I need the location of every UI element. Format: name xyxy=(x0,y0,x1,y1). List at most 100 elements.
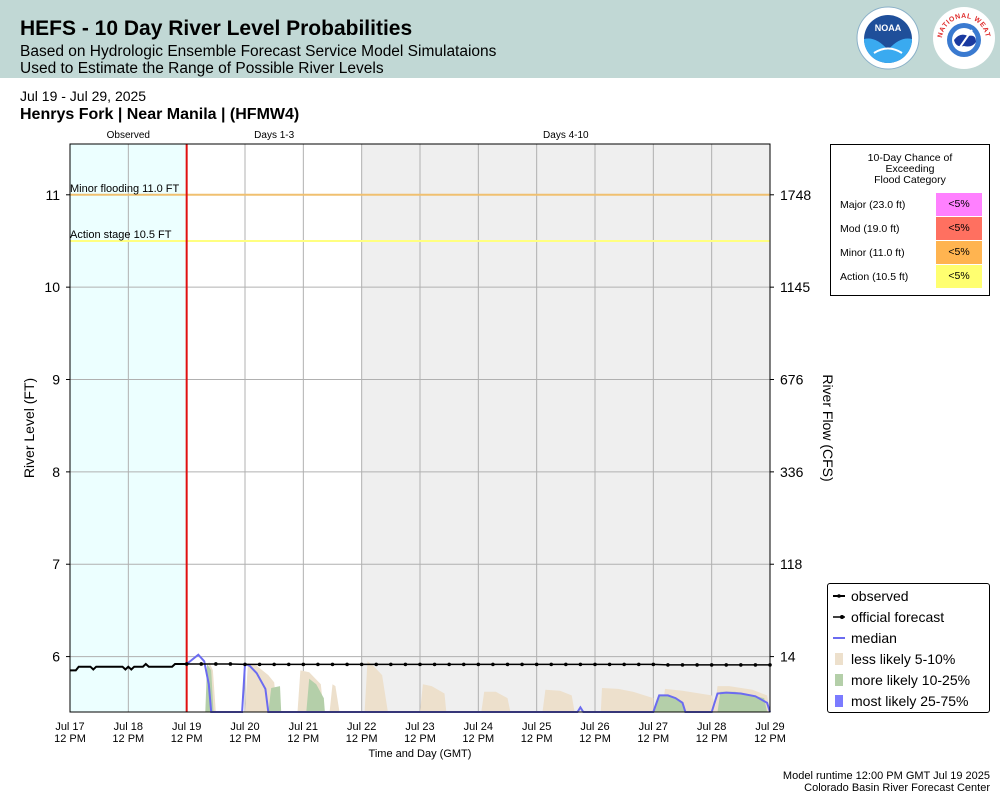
forecast-point xyxy=(374,662,379,667)
forecast-point xyxy=(316,662,320,667)
x-tick-label-line: 12 PM xyxy=(579,733,611,745)
flood-row-action: Action (10.5 ft) <5% xyxy=(831,265,989,289)
period-label: Days 4-10 xyxy=(543,130,589,141)
forecast-point xyxy=(534,662,539,667)
x-tick-label-line: 12 PM xyxy=(287,733,319,745)
forecast-point xyxy=(301,662,306,667)
less-likely-band xyxy=(420,684,447,712)
header-banner: HEFS - 10 Day River Level Probabilities … xyxy=(0,0,1000,78)
date-range: Jul 19 - Jul 29, 2025 xyxy=(20,88,147,104)
forecast-point xyxy=(286,662,291,667)
observed-swatch xyxy=(833,594,845,598)
x-tick-label-line: 12 PM xyxy=(54,733,86,745)
x-tick-label-line: 12 PM xyxy=(637,733,669,745)
forecast-point xyxy=(214,662,218,666)
legend-item-more-likely: more likely 10-25% xyxy=(828,670,989,690)
forecast-point xyxy=(709,663,714,667)
x-tick-label: Jul 18 12 PM xyxy=(112,721,144,745)
right-tick-label: 336 xyxy=(780,464,804,480)
forecast-point xyxy=(753,663,758,667)
less-likely-band xyxy=(542,689,575,712)
flood-row-minor: Minor (11.0 ft) <5% xyxy=(831,241,989,265)
flood-row-label: Minor (11.0 ft) xyxy=(840,247,905,259)
legend-label: observed xyxy=(851,588,909,604)
less-likely-band xyxy=(481,691,511,712)
x-tick-label: Jul 20 12 PM xyxy=(229,721,261,745)
forecast-point xyxy=(389,662,393,667)
forecast-point xyxy=(549,662,554,667)
right-tick-label: 118 xyxy=(780,556,803,572)
nws-logo[interactable]: NATIONAL WEATHER SERVICE xyxy=(932,6,996,70)
station-name: Henrys Fork | Near Manila | (HFMW4) xyxy=(20,106,300,123)
x-tick-label-line: Jul 18 xyxy=(114,721,143,733)
period-background xyxy=(186,144,362,712)
right-tick-label: 1145 xyxy=(780,279,810,295)
official-forecast-series xyxy=(184,662,772,667)
x-tick-label-line: 12 PM xyxy=(754,733,786,745)
less-likely-band xyxy=(245,663,278,712)
x-tick-label: Jul 29 12 PM xyxy=(754,721,786,745)
forecast-point xyxy=(724,663,729,667)
forecast-point xyxy=(476,662,481,667)
x-tick-label: Jul 17 12 PM xyxy=(54,721,86,745)
page-subtitle-2: Used to Estimate the Range of Possible R… xyxy=(20,60,384,77)
x-tick-label: Jul 22 12 PM xyxy=(346,721,378,745)
y-tick-label: 7 xyxy=(52,556,60,572)
period-label: Days 1-3 xyxy=(254,130,294,141)
y-axis-right-title: River Flow (CFS) xyxy=(820,374,836,481)
more-likely-band xyxy=(268,686,282,712)
forecast-point xyxy=(345,662,349,667)
forecast-point xyxy=(461,662,466,667)
x-tick-label: Jul 27 12 PM xyxy=(637,721,669,745)
x-tick-label-line: Jul 24 xyxy=(464,721,493,733)
forecast-point xyxy=(257,662,262,667)
forecast-point xyxy=(199,662,204,666)
x-tick-label-line: Jul 17 xyxy=(55,721,84,733)
forecast-point xyxy=(607,662,612,667)
forecast-center: Colorado Basin River Forecast Center xyxy=(804,782,990,794)
forecast-swatch xyxy=(833,615,845,619)
x-tick-label-line: Jul 25 xyxy=(522,721,551,733)
x-tick-label: Jul 26 12 PM xyxy=(579,721,611,745)
x-tick-label: Jul 21 12 PM xyxy=(287,721,319,745)
flood-row-moderate: Mod (19.0 ft) <5% xyxy=(831,217,989,241)
less-likely-band xyxy=(364,661,388,712)
threshold-label: Minor flooding 11.0 FT xyxy=(70,183,180,195)
more-likely-swatch xyxy=(835,674,843,686)
forecast-point xyxy=(622,662,626,667)
flood-table-title-line: Exceeding xyxy=(885,163,935,175)
river-level-chart: Observed Days 1-3 Days 4-10 Minor flooding… xyxy=(21,130,836,760)
flood-row-value: <5% xyxy=(936,217,982,240)
period-background xyxy=(361,144,770,712)
forecast-point xyxy=(739,663,743,667)
flood-table-title: 10-Day Chance of Exceeding Flood Categor… xyxy=(831,153,989,186)
period-label: Observed xyxy=(107,130,150,141)
legend-item-observed: observed xyxy=(828,586,989,606)
right-tick-label: 1748 xyxy=(780,187,811,203)
x-tick-label-line: 12 PM xyxy=(112,733,144,745)
x-tick-label-line: 12 PM xyxy=(229,733,261,745)
flood-row-value: <5% xyxy=(936,193,982,216)
flood-row-value: <5% xyxy=(936,265,982,288)
x-tick-label-line: Jul 19 xyxy=(172,721,201,733)
legend-label: most likely 25-75% xyxy=(851,693,969,709)
legend-item-less-likely: less likely 5-10% xyxy=(828,649,989,669)
x-tick-label-line: Jul 21 xyxy=(289,721,318,733)
noaa-logo[interactable]: NOAA xyxy=(856,6,920,70)
flood-row-value: <5% xyxy=(936,241,982,264)
svg-text:NOAA: NOAA xyxy=(875,23,902,33)
observed-series xyxy=(70,662,187,672)
forecast-point xyxy=(228,662,233,666)
x-tick-label-line: Jul 23 xyxy=(405,721,434,733)
model-runtime: Model runtime 12:00 PM GMT Jul 19 2025 xyxy=(782,770,990,782)
forecast-point xyxy=(505,662,510,667)
x-tick-label-line: 12 PM xyxy=(171,733,203,745)
forecast-point xyxy=(520,662,524,667)
forecast-point xyxy=(636,662,641,667)
median-swatch xyxy=(833,637,845,639)
legend-label: more likely 10-25% xyxy=(851,672,971,688)
x-tick-label-line: Jul 26 xyxy=(580,721,609,733)
forecast-point xyxy=(651,662,656,667)
forecast-point xyxy=(491,662,495,667)
